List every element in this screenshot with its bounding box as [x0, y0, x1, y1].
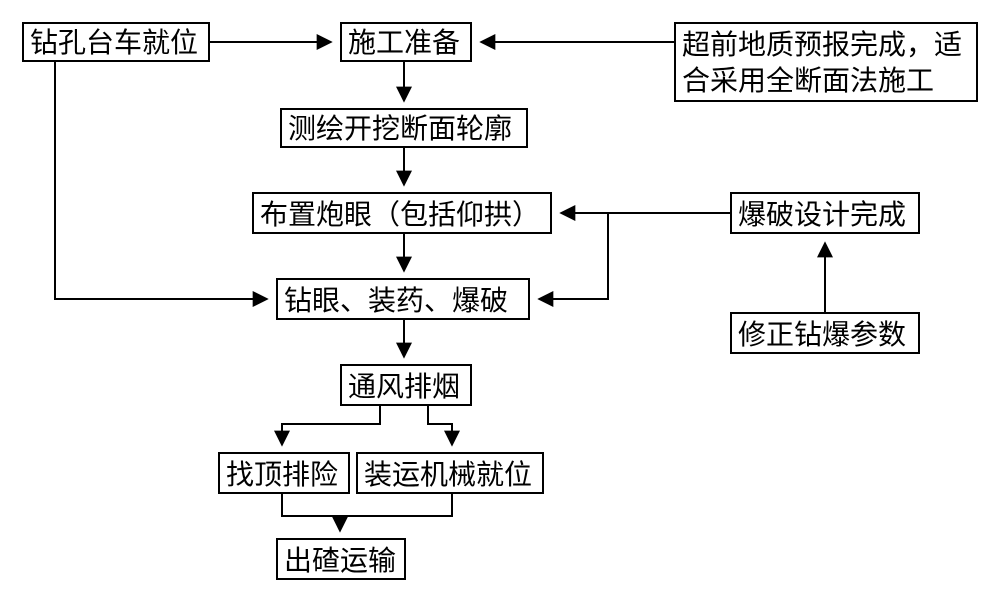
node-roof-scaling: 找顶排险 — [218, 452, 350, 494]
node-label: 装运机械就位 — [364, 458, 536, 494]
edge — [282, 406, 380, 444]
node-label: 钻眼、装药、爆破 — [284, 284, 522, 320]
node-label: 布置炮眼（包括仰拱） — [260, 198, 544, 234]
node-blast-design-done: 爆破设计完成 — [730, 192, 920, 234]
node-label: 超前地质预报完成，适合采用全断面法施工 — [682, 28, 970, 101]
edge — [428, 406, 452, 444]
node-loader-in-place: 装运机械就位 — [356, 452, 544, 494]
node-label: 爆破设计完成 — [738, 198, 912, 234]
node-adjust-parameters: 修正钻爆参数 — [730, 312, 920, 354]
node-label: 通风排烟 — [348, 370, 464, 406]
node-survey-cross-section: 测绘开挖断面轮廓 — [280, 108, 528, 148]
flowchart-canvas: 钻孔台车就位 施工准备 超前地质预报完成，适合采用全断面法施工 测绘开挖断面轮廓… — [0, 0, 1000, 608]
node-geological-forecast: 超前地质预报完成，适合采用全断面法施工 — [674, 22, 978, 102]
node-label: 找顶排险 — [226, 458, 342, 494]
node-ventilate: 通风排烟 — [340, 364, 472, 406]
node-arrange-blast-holes: 布置炮眼（包括仰拱） — [252, 192, 552, 234]
edge — [340, 494, 452, 516]
edge — [282, 494, 340, 530]
node-label: 施工准备 — [348, 26, 464, 62]
node-label: 测绘开挖断面轮廓 — [288, 112, 520, 148]
node-drill-rig-in-place: 钻孔台车就位 — [22, 22, 210, 62]
node-construction-prep: 施工准备 — [340, 22, 472, 62]
node-label: 出碴运输 — [284, 544, 398, 580]
node-drill-charge-blast: 钻眼、装药、爆破 — [276, 278, 530, 320]
node-muck-transport: 出碴运输 — [276, 538, 406, 580]
node-label: 修正钻爆参数 — [738, 318, 912, 354]
edge — [55, 62, 266, 299]
node-label: 钻孔台车就位 — [30, 26, 202, 62]
